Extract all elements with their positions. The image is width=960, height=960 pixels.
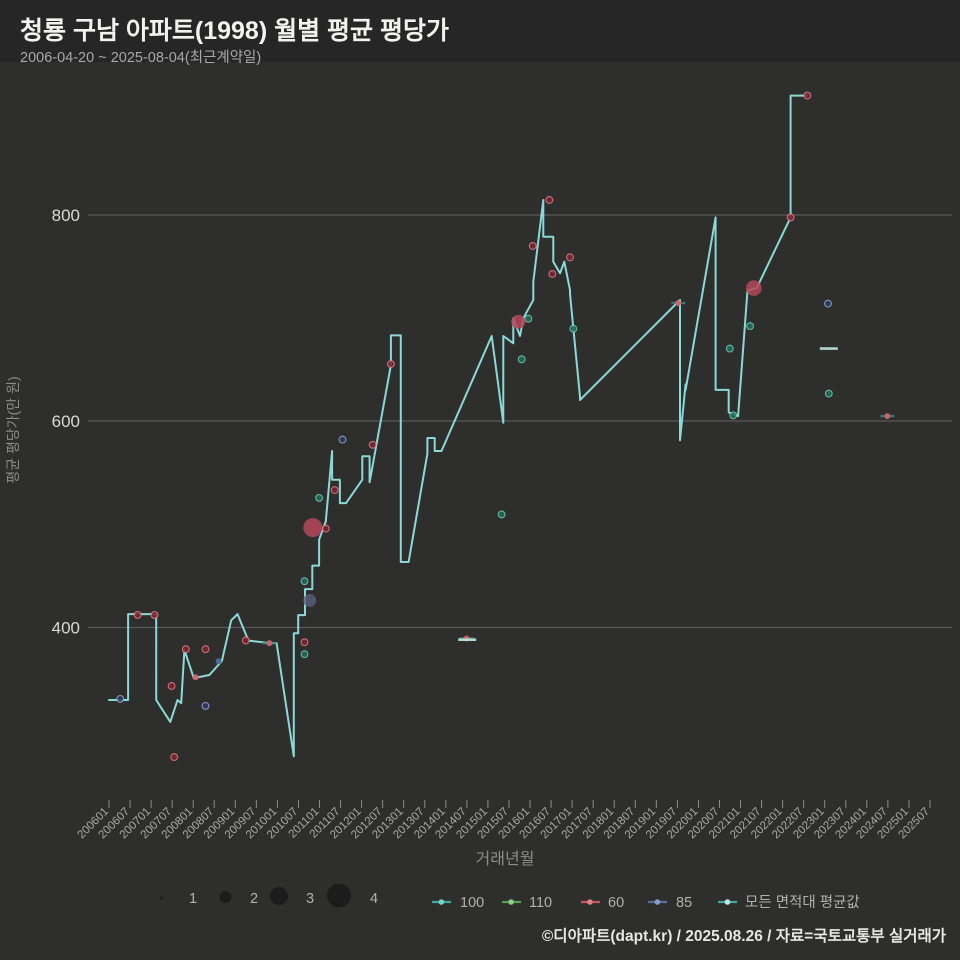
svg-text:모든 면적대 평균값: 모든 면적대 평균값 bbox=[745, 894, 860, 911]
svg-text:3: 3 bbox=[306, 891, 314, 907]
svg-text:©디아파트(dapt.kr) / 2025.08.26 /: ©디아파트(dapt.kr) / 2025.08.26 / 자료=국토교통부 실… bbox=[542, 927, 947, 945]
svg-text:85: 85 bbox=[676, 895, 692, 911]
svg-text:1: 1 bbox=[189, 891, 197, 907]
svg-text:2: 2 bbox=[250, 891, 258, 907]
svg-text:60: 60 bbox=[608, 895, 624, 911]
svg-text:800: 800 bbox=[52, 206, 80, 225]
svg-text:거래년월: 거래년월 bbox=[476, 850, 535, 868]
svg-text:400: 400 bbox=[52, 619, 80, 638]
svg-text:평균 평당가(만 원): 평균 평당가(만 원) bbox=[5, 376, 21, 483]
svg-text:4: 4 bbox=[370, 891, 378, 907]
svg-text:110: 110 bbox=[529, 895, 552, 911]
svg-text:100: 100 bbox=[460, 895, 484, 911]
svg-text:600: 600 bbox=[52, 412, 80, 431]
